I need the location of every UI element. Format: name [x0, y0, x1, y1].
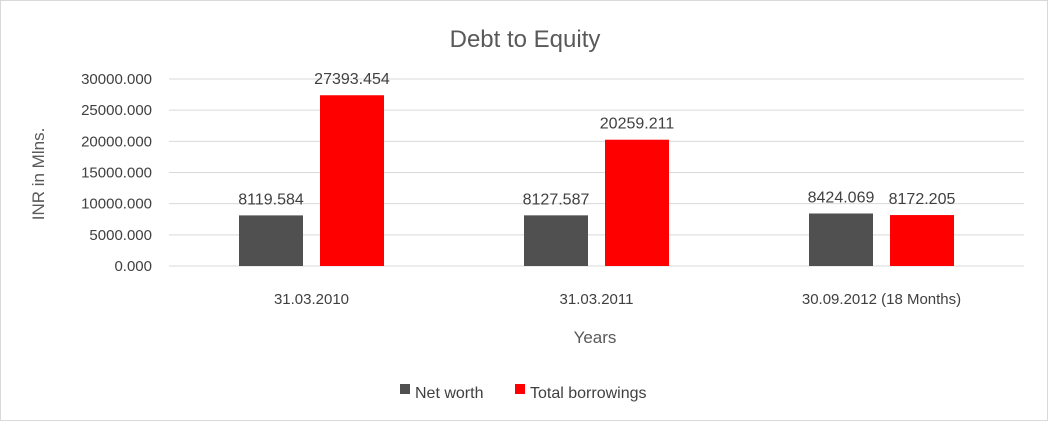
x-tick-label: 31.03.2011: [560, 291, 634, 308]
legend-label-total-borrowings: Total borrowings: [530, 385, 647, 402]
gridlines: [169, 78, 1024, 267]
legend-label-net-worth: Net worth: [415, 385, 483, 402]
data-label-net-worth: 8127.587: [523, 191, 590, 208]
data-label-net-worth: 8424.069: [808, 189, 875, 206]
legend: Net worth Total borrowings: [400, 384, 647, 402]
y-tick-label: 5000.000: [89, 227, 152, 244]
x-tick-label: 30.09.2012 (18 Months): [802, 291, 961, 308]
y-tick-label: 25000.000: [81, 102, 152, 119]
bar-total-borrowings: [605, 139, 669, 266]
bar-labels: 8119.584 27393.454 8127.587 20259.211 8424.0…: [238, 71, 955, 208]
y-tick-label: 30000.000: [81, 71, 152, 88]
chart-title: Debt to Equity: [450, 26, 601, 53]
y-axis-ticks: 0.000 5000.000 10000.000 15000.000 20000.000…: [81, 71, 152, 275]
data-label-net-worth: 8119.584: [238, 191, 304, 208]
y-tick-label: 0.000: [114, 258, 152, 275]
bars: [239, 95, 954, 266]
x-axis-title: Years: [574, 328, 617, 347]
legend-swatch-total-borrowings: [515, 384, 525, 394]
data-label-total-borrowings: 8172.205: [889, 191, 956, 208]
data-label-total-borrowings: 27393.454: [314, 71, 390, 88]
y-tick-label: 20000.000: [81, 133, 152, 150]
bar-net-worth: [239, 215, 303, 266]
y-tick-label: 15000.000: [81, 165, 152, 182]
bar-net-worth: [809, 213, 873, 266]
bar-total-borrowings: [320, 95, 384, 266]
data-label-total-borrowings: 20259.211: [600, 116, 675, 133]
bar-total-borrowings: [890, 215, 954, 266]
y-tick-label: 10000.000: [81, 196, 152, 213]
legend-swatch-net-worth: [400, 384, 410, 394]
bar-net-worth: [524, 215, 588, 266]
x-axis-ticks: 31.03.2010 31.03.2011 30.09.2012 (18 Month…: [274, 291, 961, 308]
y-axis-title: INR in Mlns.: [29, 128, 48, 221]
x-tick-label: 31.03.2010: [274, 291, 349, 308]
